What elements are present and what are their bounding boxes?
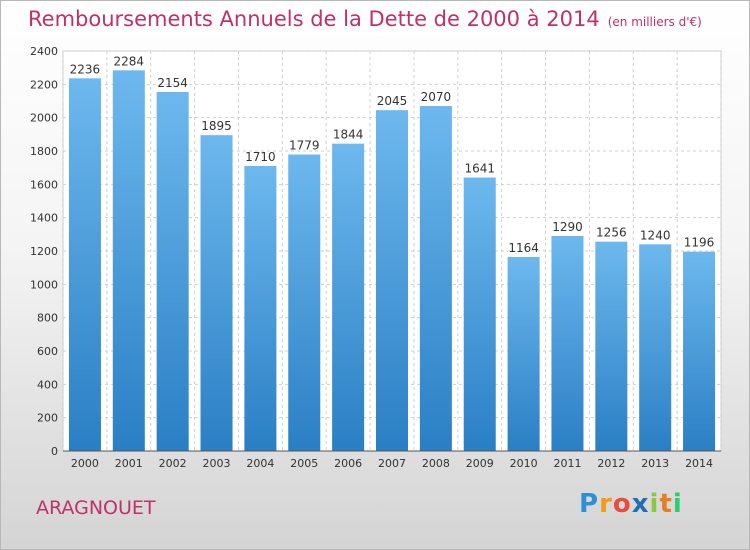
y-tick-label: 200 bbox=[37, 412, 58, 425]
y-tick-label: 1200 bbox=[30, 245, 58, 258]
bar-2001 bbox=[112, 70, 145, 451]
value-label: 2154 bbox=[157, 76, 188, 90]
bar-2010 bbox=[507, 257, 540, 451]
bar-2005 bbox=[288, 154, 321, 451]
bar-2000 bbox=[68, 78, 101, 451]
x-tick-label: 2012 bbox=[597, 457, 625, 470]
bar-2012 bbox=[595, 241, 628, 451]
logo-letter: t bbox=[659, 489, 673, 519]
logo-letter: x bbox=[631, 489, 650, 519]
chart-title: Remboursements Annuels de la Dette de 20… bbox=[28, 7, 702, 31]
y-tick-label: 2200 bbox=[30, 78, 58, 91]
bar-2014 bbox=[683, 251, 716, 451]
value-label: 1844 bbox=[333, 128, 364, 142]
bar-2013 bbox=[639, 244, 672, 451]
value-label: 1164 bbox=[508, 241, 539, 255]
y-tick-label: 1400 bbox=[30, 212, 58, 225]
x-tick-label: 2008 bbox=[422, 457, 450, 470]
chart-title-text: Remboursements Annuels de la Dette de 20… bbox=[28, 7, 600, 31]
y-tick-label: 1000 bbox=[30, 278, 58, 291]
x-axis-ticks: 2000 2001 2002 2003 2004 2005 2006 2007 2008 2009… bbox=[71, 457, 713, 470]
value-label: 1240 bbox=[640, 228, 671, 242]
y-axis-ticks: 0 200 400 600 800 1000 1200 1400 1600 1800 2000 220… bbox=[30, 45, 58, 458]
y-tick-label: 800 bbox=[37, 312, 58, 325]
x-tick-label: 2007 bbox=[378, 457, 406, 470]
y-tick-label: 1600 bbox=[30, 178, 58, 191]
commune-name: ARAGNOUET bbox=[36, 497, 156, 519]
logo-letter: P bbox=[579, 489, 600, 519]
x-tick-label: 2002 bbox=[159, 457, 187, 470]
x-tick-label: 2005 bbox=[290, 457, 318, 470]
x-tick-label: 2001 bbox=[115, 457, 143, 470]
y-tick-label: 400 bbox=[37, 378, 58, 391]
bar-2008 bbox=[419, 106, 452, 451]
logo-letter: r bbox=[599, 489, 613, 519]
bars bbox=[68, 70, 716, 452]
value-label: 2236 bbox=[70, 62, 101, 76]
bar-2004 bbox=[244, 166, 277, 451]
bar-2006 bbox=[332, 143, 365, 451]
x-tick-label: 2013 bbox=[641, 457, 669, 470]
value-label: 1895 bbox=[201, 119, 232, 133]
bar-2007 bbox=[375, 110, 409, 452]
proxiti-logo: Proxiti bbox=[579, 489, 683, 519]
value-label: 1641 bbox=[464, 162, 495, 176]
value-label: 2284 bbox=[114, 54, 145, 68]
x-tick-label: 2006 bbox=[334, 457, 362, 470]
y-tick-label: 1800 bbox=[30, 145, 58, 158]
y-tick-label: 2000 bbox=[30, 112, 58, 125]
logo-letter: i bbox=[672, 489, 683, 519]
chart-subtitle: (en milliers d'€) bbox=[607, 15, 702, 29]
x-tick-label: 2009 bbox=[466, 457, 494, 470]
y-tick-label: 0 bbox=[51, 445, 58, 458]
value-label: 1779 bbox=[289, 139, 320, 153]
bar-2009 bbox=[463, 177, 496, 451]
bar-2011 bbox=[551, 236, 584, 451]
value-label: 1710 bbox=[245, 150, 276, 164]
x-tick-label: 2000 bbox=[71, 457, 99, 470]
y-tick-label: 2400 bbox=[30, 45, 58, 58]
x-tick-label: 2010 bbox=[510, 457, 538, 470]
logo-letter: o bbox=[612, 489, 632, 519]
value-label: 1290 bbox=[552, 220, 583, 234]
x-tick-label: 2011 bbox=[553, 457, 581, 470]
y-tick-label: 600 bbox=[37, 345, 58, 358]
value-labels: 2236 2284 2154 1895 1710 1779 1844 2045 2070 1641… bbox=[70, 54, 715, 255]
value-label: 1256 bbox=[596, 226, 627, 240]
bar-2002 bbox=[156, 92, 189, 451]
x-tick-label: 2014 bbox=[685, 457, 713, 470]
value-label: 1196 bbox=[684, 236, 715, 250]
x-tick-label: 2004 bbox=[246, 457, 274, 470]
logo-letter: i bbox=[649, 489, 660, 519]
bar-2003 bbox=[200, 135, 233, 451]
x-tick-label: 2003 bbox=[203, 457, 231, 470]
value-label: 2070 bbox=[421, 90, 452, 104]
value-label: 2045 bbox=[377, 94, 408, 108]
